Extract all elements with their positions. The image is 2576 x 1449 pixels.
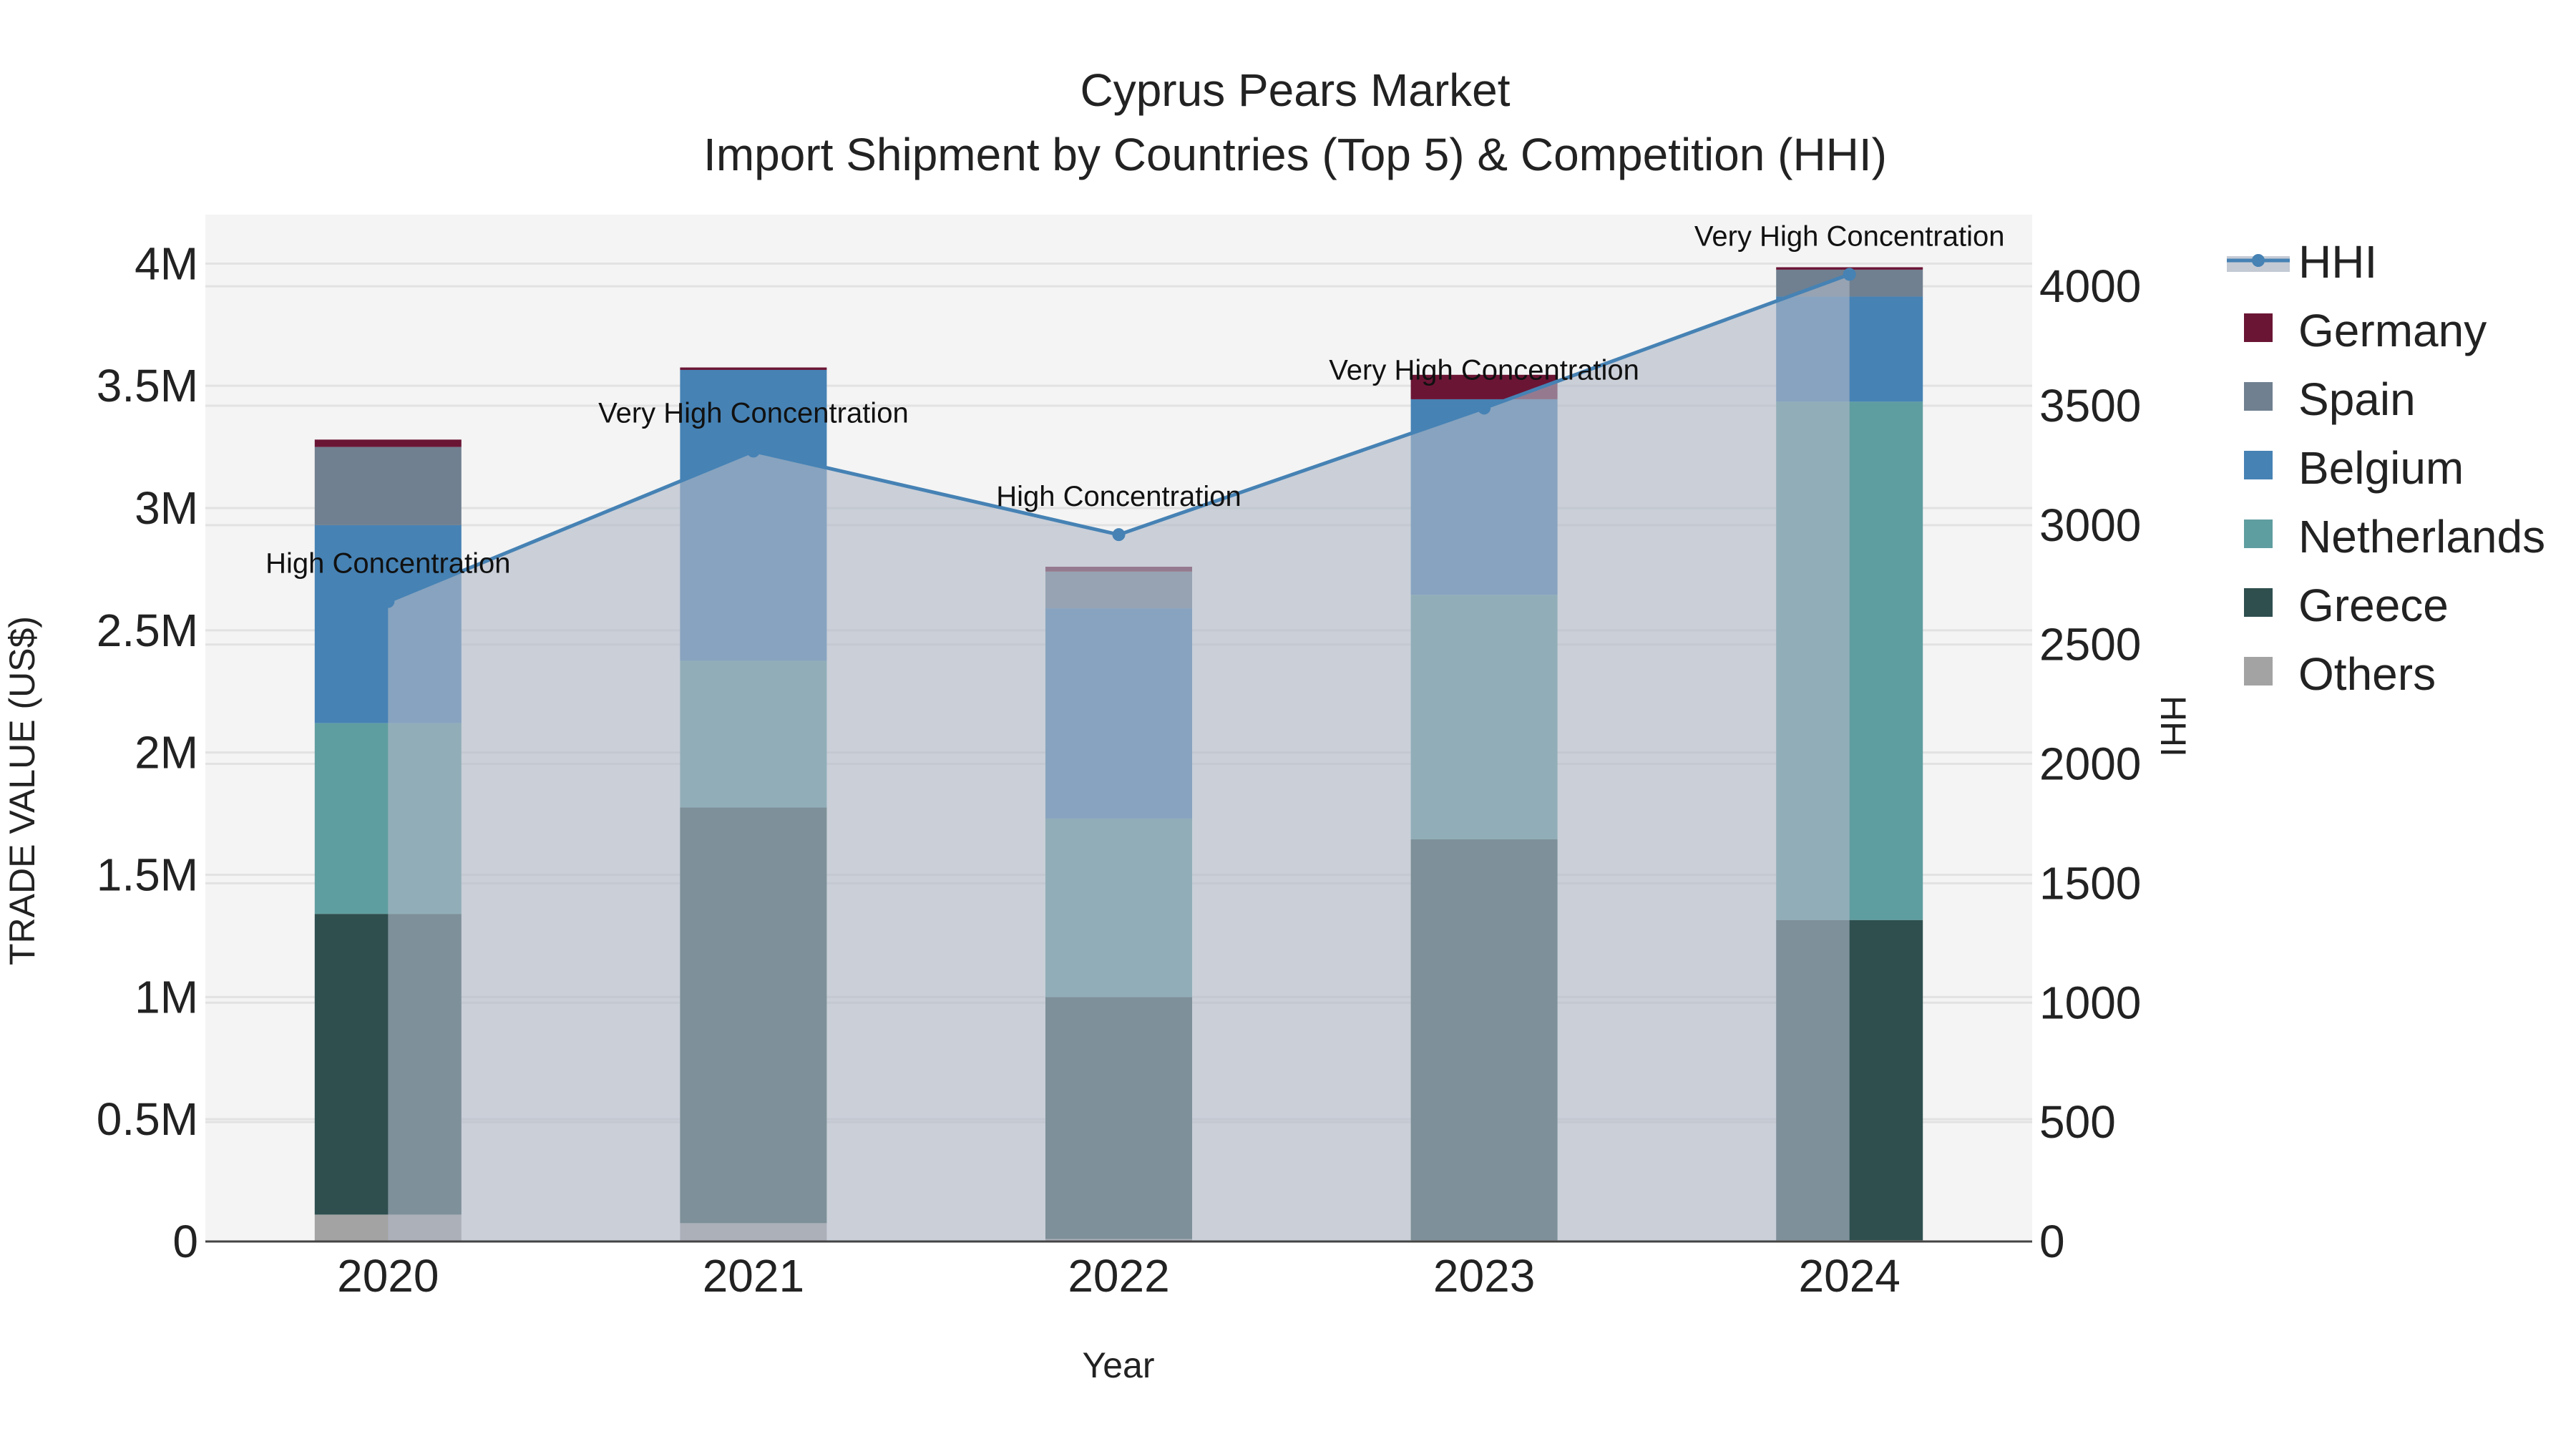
- legend-swatch-spain: [2244, 382, 2273, 411]
- legend-marker-hhi: [2252, 254, 2265, 267]
- y2-tick-label: 1000: [2039, 977, 2141, 1028]
- y-tick-label: 3M: [135, 482, 198, 534]
- y2-tick-label: 500: [2039, 1096, 2116, 1148]
- legend-label-belgium: Belgium: [2298, 442, 2464, 494]
- hhi-annotation-2022: High Concentration: [996, 481, 1241, 512]
- legend-label-spain: Spain: [2298, 374, 2416, 425]
- hhi-annotation-2023: Very High Concentration: [1329, 354, 1639, 386]
- hhi-point-2020[interactable]: [381, 595, 395, 608]
- x-tick-label: 2021: [703, 1250, 804, 1302]
- legend-item-germany[interactable]: Germany: [2244, 305, 2487, 356]
- y2-tick-label: 3500: [2039, 380, 2141, 431]
- legend-swatch-germany: [2244, 313, 2273, 342]
- y-axis-title: TRADE VALUE (US$): [2, 616, 42, 965]
- legend-label-netherlands: Netherlands: [2298, 511, 2545, 562]
- legend-label-germany: Germany: [2298, 305, 2487, 356]
- y-tick-label: 0: [172, 1216, 198, 1267]
- legend-swatch-belgium: [2244, 451, 2273, 479]
- legend-item-hhi[interactable]: HHI: [2227, 236, 2377, 288]
- x-tick-label: 2020: [337, 1250, 439, 1302]
- bar-germany-2020[interactable]: [314, 439, 462, 447]
- hhi-annotation-2021: Very High Concentration: [598, 397, 909, 429]
- hhi-point-2022[interactable]: [1112, 528, 1126, 542]
- chart-title: Cyprus Pears Market: [1080, 64, 1510, 116]
- y2-tick-label: 2000: [2039, 738, 2141, 790]
- hhi-point-2021[interactable]: [746, 444, 760, 458]
- legend-item-netherlands[interactable]: Netherlands: [2244, 511, 2545, 562]
- y-tick-label: 1.5M: [97, 849, 198, 901]
- chart-subtitle: Import Shipment by Countries (Top 5) & C…: [703, 129, 1887, 180]
- x-tick-label: 2022: [1068, 1250, 1169, 1302]
- x-tick-label: 2023: [1433, 1250, 1535, 1302]
- y-tick-label: 3.5M: [97, 360, 198, 411]
- y-tick-label: 2.5M: [97, 605, 198, 656]
- bar-germany-2021[interactable]: [680, 367, 827, 370]
- legend-item-belgium[interactable]: Belgium: [2244, 442, 2464, 494]
- legend-swatch-others: [2244, 657, 2273, 686]
- hhi-point-2024[interactable]: [1843, 268, 1856, 281]
- hhi-area: [388, 274, 1850, 1242]
- hhi-point-2023[interactable]: [1478, 401, 1491, 415]
- legend-label-hhi: HHI: [2298, 236, 2377, 288]
- legend-swatch-greece: [2244, 588, 2273, 617]
- legend-item-others[interactable]: Others: [2244, 648, 2436, 700]
- y2-axis-title: HHI: [2153, 696, 2193, 757]
- y2-tick-label: 2500: [2039, 619, 2141, 670]
- legend-item-greece[interactable]: Greece: [2244, 580, 2449, 631]
- legend-swatch-netherlands: [2244, 519, 2273, 548]
- y-tick-label: 1M: [135, 971, 198, 1023]
- x-axis-title: Year: [1082, 1345, 1154, 1385]
- y2-tick-label: 4000: [2039, 260, 2141, 312]
- y-tick-label: 0.5M: [97, 1093, 198, 1145]
- y2-tick-label: 0: [2039, 1216, 2065, 1267]
- y-tick-label: 4M: [135, 238, 198, 289]
- legend-label-greece: Greece: [2298, 580, 2449, 631]
- y2-tick-label: 1500: [2039, 857, 2141, 909]
- hhi-annotation-2024: Very High Concentration: [1694, 220, 2005, 252]
- x-tick-label: 2024: [1799, 1250, 1901, 1302]
- legend-label-others: Others: [2298, 648, 2436, 700]
- y-tick-label: 2M: [135, 727, 198, 779]
- bar-spain-2020[interactable]: [314, 447, 462, 525]
- y2-tick-label: 3000: [2039, 499, 2141, 551]
- hhi-annotation-2020: High Concentration: [265, 548, 510, 580]
- legend-item-spain[interactable]: Spain: [2244, 374, 2416, 425]
